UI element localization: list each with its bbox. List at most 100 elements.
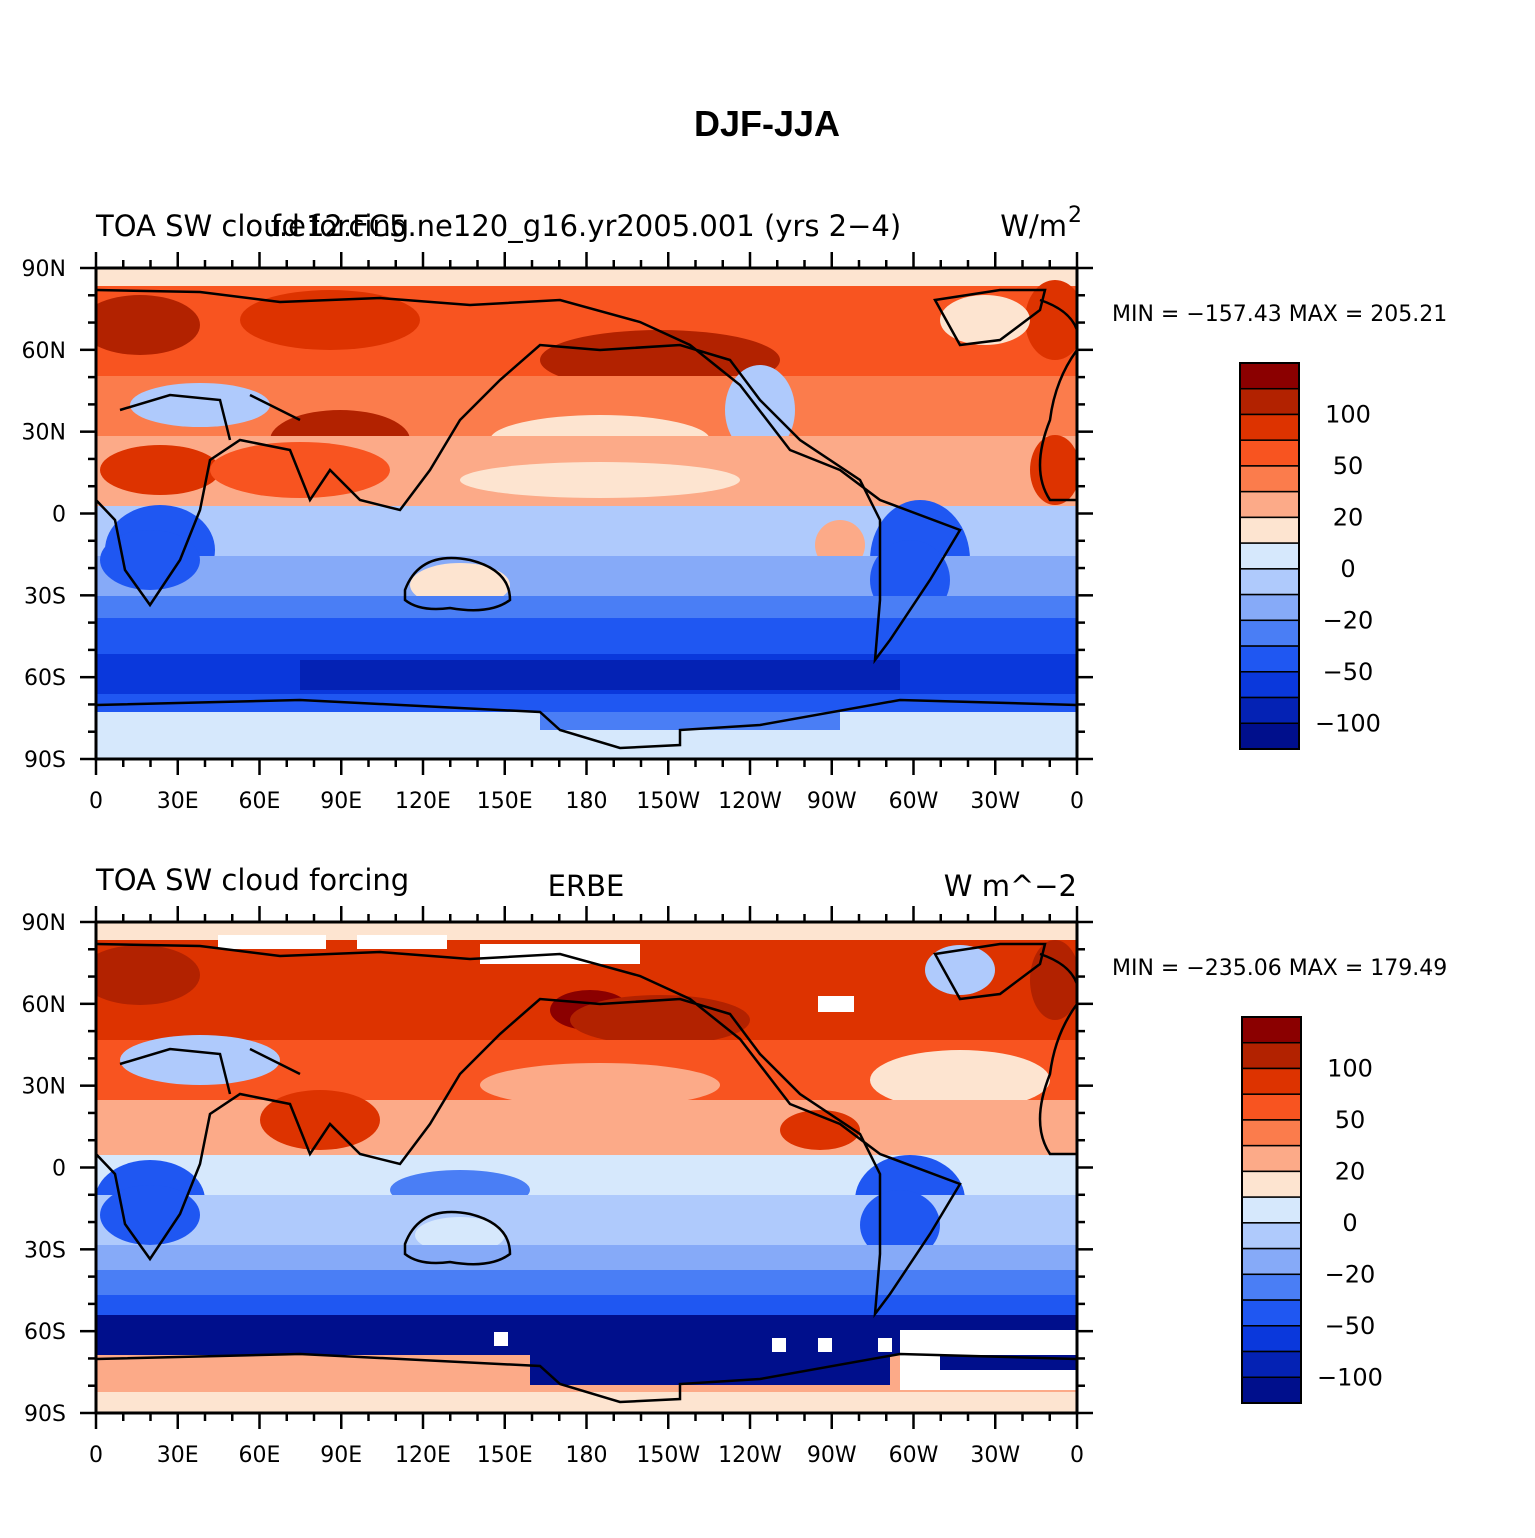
- lon-label: 30E: [157, 1443, 199, 1468]
- colorbar-swatch: [1239, 542, 1300, 570]
- colorbar-swatch: [1239, 593, 1300, 622]
- lon-label: 60E: [239, 1443, 281, 1468]
- lon-label: 90E: [320, 789, 362, 814]
- colorbar-label: 100: [1327, 1054, 1373, 1082]
- panel-obs: TOA SW cloud forcing ERBE W m^−2: [22, 863, 1448, 1468]
- colorbar-swatch: [1241, 1041, 1302, 1070]
- lat-label: 60N: [22, 993, 66, 1018]
- lon-label: 150E: [477, 1443, 533, 1468]
- colorbar-swatch: [1241, 1247, 1302, 1276]
- colorbar-swatch: [1241, 1299, 1302, 1327]
- lon-label: 180: [566, 1443, 608, 1468]
- colorbar-swatch: [1239, 439, 1300, 467]
- lon-label: 120W: [718, 789, 782, 814]
- colorbar-swatch: [1239, 387, 1300, 416]
- colorbar-swatch: [1241, 1119, 1302, 1147]
- lat-label: 60S: [24, 1320, 66, 1345]
- lon-label: 180: [566, 789, 608, 814]
- lon-label: 30W: [970, 1443, 1020, 1468]
- colorbar-label: 50: [1333, 452, 1364, 480]
- lat-label: 30S: [24, 584, 66, 609]
- colorbar-swatch: [1241, 1196, 1302, 1224]
- lon-label: 0: [1070, 1443, 1084, 1468]
- colorbar-swatch: [1239, 696, 1300, 725]
- colorbar-swatch: [1239, 490, 1300, 519]
- panel-left-title: TOA SW cloud forcing: [95, 209, 409, 243]
- lon-label: 120W: [718, 1443, 782, 1468]
- colorbar-frame: [1241, 1016, 1302, 1404]
- colorbar-swatch: [1241, 1016, 1302, 1044]
- lon-label: 0: [89, 789, 103, 814]
- lat-labels-obs: 90N 60N 30N 0 30S 60S 90S: [22, 911, 66, 1427]
- colorbar-swatch: [1241, 1376, 1302, 1404]
- lon-label: 0: [1070, 789, 1084, 814]
- lat-label: 60S: [24, 666, 66, 691]
- lat-label: 0: [52, 1157, 66, 1182]
- colorbar-label: 20: [1333, 503, 1364, 531]
- colorbar-swatch: [1241, 1067, 1302, 1095]
- lat-label: 30S: [24, 1238, 66, 1263]
- lat-label: 0: [52, 503, 66, 528]
- colorbar-swatch: [1241, 1273, 1302, 1301]
- colorbar-label: −50: [1325, 1312, 1376, 1340]
- map-field-model: [96, 268, 1077, 759]
- colorbar-swatch: [1239, 645, 1300, 673]
- colorbar-label: −100: [1315, 709, 1381, 737]
- colorbar-label: −20: [1325, 1260, 1376, 1288]
- coastlines-model: [96, 288, 1077, 750]
- lon-label: 150W: [636, 789, 700, 814]
- colorbar-swatch: [1239, 619, 1300, 647]
- units-superscript: 2: [1068, 203, 1082, 228]
- colorbar-model: 100 50 20 0 −20 −50 −100: [1239, 362, 1381, 750]
- panel-center-title: f.e12.FC5.ne120_g16.yr2005.001 (yrs 2−4): [271, 209, 901, 243]
- lon-label: 150W: [636, 1443, 700, 1468]
- minmax-label: MIN = −157.43 MAX = 205.21: [1112, 302, 1447, 327]
- ticks-model: [80, 252, 1093, 775]
- lon-labels-obs: 0 30E 60E 90E 120E 150E 180 150W 120W 90W 60W 30W 0: [89, 1443, 1084, 1468]
- lon-label: 60E: [239, 789, 281, 814]
- lon-label: 30W: [970, 789, 1020, 814]
- colorbar-label: −20: [1323, 606, 1374, 634]
- colorbar-swatch: [1239, 568, 1300, 596]
- colorbar-label: 0: [1340, 555, 1355, 583]
- colorbar-swatch: [1239, 671, 1300, 699]
- colorbar-swatch: [1241, 1222, 1302, 1250]
- colorbar-swatch: [1241, 1350, 1302, 1379]
- lon-label: 60W: [889, 1443, 939, 1468]
- lat-labels-model: 90N 60N 30N 0 30S 60S 90S: [22, 257, 66, 773]
- colorbar-frame: [1239, 362, 1300, 750]
- lon-label: 30E: [157, 789, 199, 814]
- lon-label: 0: [89, 1443, 103, 1468]
- colorbar-label: 0: [1342, 1209, 1357, 1237]
- colorbar-swatch: [1239, 465, 1300, 493]
- colorbar-swatch: [1241, 1170, 1302, 1198]
- lon-label: 150E: [477, 789, 533, 814]
- lon-label: 90W: [807, 1443, 857, 1468]
- panel-model: TOA SW cloud forcing f.e12.FC5.ne120_g16…: [22, 203, 1448, 814]
- colorbar-swatch: [1241, 1144, 1302, 1173]
- colorbar-obs: 100 50 20 0 −20 −50 −100: [1241, 1016, 1383, 1404]
- colorbar-swatch: [1239, 413, 1300, 441]
- lon-label: 120E: [395, 789, 451, 814]
- panel-left-title: TOA SW cloud forcing: [95, 863, 409, 897]
- lon-labels-model: 0 30E 60E 90E 120E 150E 180 150W 120W 90W 60W 30W 0: [89, 789, 1084, 814]
- colorbar-swatch: [1239, 362, 1300, 390]
- colorbar-swatch: [1239, 722, 1300, 750]
- colorbar-swatch: [1239, 516, 1300, 544]
- lat-label: 90N: [22, 911, 66, 936]
- lon-label: 120E: [395, 1443, 451, 1468]
- lat-label: 90S: [24, 1402, 66, 1427]
- lon-label: 60W: [889, 789, 939, 814]
- panel-center-title: ERBE: [548, 869, 625, 903]
- panel-units: W/m: [1000, 209, 1067, 243]
- ticks-obs: [80, 906, 1093, 1429]
- lat-label: 90S: [24, 748, 66, 773]
- lat-label: 90N: [22, 257, 66, 282]
- panel-units: W m^−2: [944, 869, 1077, 903]
- colorbar-swatch: [1241, 1325, 1302, 1353]
- colorbar-label: −50: [1323, 658, 1374, 686]
- colorbar-label: 50: [1335, 1106, 1366, 1134]
- lon-label: 90W: [807, 789, 857, 814]
- map-field-obs: [96, 922, 1077, 1413]
